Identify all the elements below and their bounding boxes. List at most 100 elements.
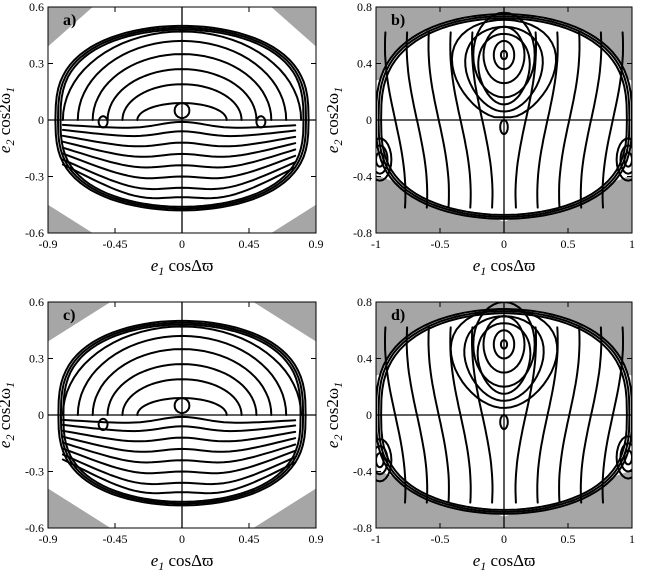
y-tick-label: 0.8 [357, 295, 372, 309]
center-loop [173, 102, 191, 119]
forbidden-region [271, 7, 316, 47]
x-tick-label: -0.45 [103, 532, 128, 546]
trajectory-curve [477, 32, 531, 106]
trajectory-curve [61, 134, 297, 148]
trajectory-curve [61, 146, 297, 169]
y-tick-label: -0.4 [353, 170, 372, 184]
trajectory-curve [463, 315, 545, 402]
separatrix-curve [376, 13, 632, 220]
trajectory-curve [61, 429, 297, 443]
libration-island [376, 137, 393, 182]
x-tick-label: 0 [501, 237, 507, 251]
trajectory-curve [464, 25, 544, 113]
libration-island [376, 438, 393, 483]
center-loop [499, 414, 509, 430]
forbidden-region [48, 204, 93, 233]
y-tick-label: 0 [366, 113, 372, 127]
x-tick-label: 0.5 [561, 532, 576, 546]
libration-island [482, 25, 526, 85]
y-tick-label: -0.3 [25, 170, 44, 184]
trajectory-curve [476, 322, 532, 395]
trajectory-curve [61, 435, 297, 453]
x-tick-label: 0.5 [561, 237, 576, 251]
center-loop [499, 119, 509, 135]
y-tick-label: 0.3 [29, 352, 44, 366]
x-tick-label: 0 [501, 532, 507, 546]
forbidden-region [253, 488, 316, 528]
trajectory-curve [61, 140, 297, 158]
libration-island [615, 435, 632, 480]
y-axis-label: e2 cos2ω1 [0, 382, 17, 448]
libration-island [499, 49, 509, 61]
x-tick-label: 0 [179, 532, 185, 546]
panel-d: -1 -0.5 0 0.5 1 -0.8 -0.4 0 0.4 0.8 d) e1 cosΔϖ e2 c… [323, 295, 635, 573]
x-tick-label: 1 [629, 237, 635, 251]
forbidden-region [376, 175, 632, 233]
forbidden-region [271, 204, 316, 233]
panel-a: -0.9 -0.45 0 0.45 0.9 -0.6 -0.3 0 0.3 0.6 a) e1 cos… [0, 0, 324, 278]
trajectory-curve [61, 152, 297, 180]
y-tick-label: 0.4 [357, 352, 372, 366]
center-loop [173, 397, 191, 414]
x-tick-label: 0.9 [309, 532, 324, 546]
y-tick-label: -0.6 [25, 521, 44, 535]
panel-label: d) [391, 307, 405, 324]
trajectory-curve [61, 128, 297, 138]
y-tick-label: -0.3 [25, 465, 44, 479]
resonance-loop [97, 417, 109, 431]
trajectory-curve [61, 458, 297, 495]
y-tick-label: -0.4 [353, 465, 372, 479]
libration-island [619, 144, 632, 175]
panel-label: c) [63, 307, 75, 324]
x-tick-label: 1 [629, 532, 635, 546]
panel-b: -1 -0.5 0 0.5 1 -0.8 -0.4 0 0.4 0.8 b) e1 cosΔϖ e2 c… [323, 0, 635, 278]
y-tick-label: 0 [38, 408, 44, 422]
libration-island [376, 445, 389, 476]
panel-label: b) [391, 12, 405, 29]
x-tick-label: 0.45 [239, 532, 260, 546]
x-tick-label: -0.45 [103, 237, 128, 251]
libration-island [623, 151, 632, 168]
x-tick-label: -0.9 [39, 237, 58, 251]
x-tick-label: -0.5 [431, 237, 450, 251]
trajectory-curve [61, 415, 297, 424]
forbidden-region [48, 488, 111, 528]
y-tick-label: 0.3 [29, 57, 44, 71]
x-axis-label: e1 cosΔϖ [151, 256, 214, 278]
x-tick-label: 0.45 [239, 237, 260, 251]
libration-island [472, 302, 536, 388]
trajectory-curve [61, 163, 297, 200]
y-axis-label: e2 cos2ω1 [323, 382, 345, 448]
y-axis-label: e2 cos2ω1 [323, 87, 345, 153]
forbidden-region [376, 470, 632, 528]
y-axis-label: e2 cos2ω1 [0, 87, 17, 153]
resonance-loop [255, 115, 267, 129]
forbidden-region [48, 302, 111, 342]
y-tick-label: -0.8 [353, 226, 372, 240]
libration-island [492, 329, 516, 360]
x-tick-label: -1 [371, 237, 381, 251]
libration-island [619, 442, 632, 473]
libration-island [472, 11, 536, 99]
libration-island [482, 315, 526, 374]
x-axis-label: e1 cosΔϖ [473, 256, 536, 278]
y-tick-label: 0.6 [29, 0, 44, 14]
libration-island [376, 151, 385, 168]
trajectory-curve [61, 447, 297, 475]
libration-island [623, 449, 632, 466]
libration-island [615, 137, 632, 182]
trajectory-curve [61, 453, 297, 486]
y-tick-label: 0.8 [357, 0, 372, 14]
panel-label: a) [63, 12, 76, 29]
libration-island [376, 452, 385, 469]
x-tick-label: 0 [179, 237, 185, 251]
trajectory-curve [61, 158, 297, 191]
x-tick-label: 0.9 [309, 237, 324, 251]
trajectory-curve [450, 18, 557, 119]
x-tick-label: -0.5 [431, 532, 450, 546]
forbidden-region [253, 302, 316, 342]
y-tick-label: 0 [38, 113, 44, 127]
resonance-loop [97, 115, 109, 129]
x-tick-label: -1 [371, 532, 381, 546]
